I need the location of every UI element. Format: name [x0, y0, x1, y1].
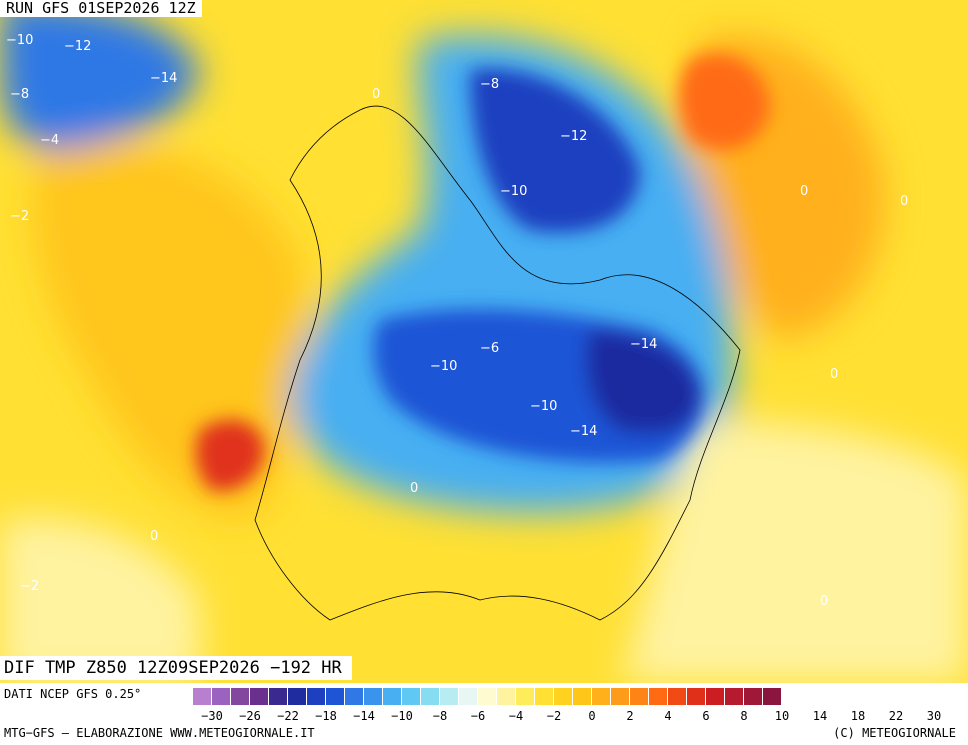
pale-field-east — [620, 420, 968, 683]
map-label: −8 — [480, 77, 499, 92]
map-label: −14 — [150, 71, 177, 86]
color-swatch — [668, 688, 687, 705]
map-label: −10 — [500, 184, 527, 199]
scale-tick-label: 22 — [888, 709, 904, 723]
map-label: −10 — [530, 399, 557, 414]
color-swatch — [326, 688, 345, 705]
scale-tick-label: −2 — [546, 709, 562, 723]
map-label: −8 — [10, 87, 29, 102]
scale-tick-label: −26 — [239, 709, 261, 723]
color-swatch — [288, 688, 307, 705]
scale-tick-label: 6 — [702, 709, 710, 723]
color-swatch — [193, 688, 212, 705]
scale-tick-label: 18 — [850, 709, 866, 723]
scale-tick-label: 4 — [664, 709, 672, 723]
color-swatch — [744, 688, 763, 705]
color-swatch — [535, 688, 554, 705]
scale-tick-label: 10 — [774, 709, 790, 723]
scale-tick-label: 0 — [588, 709, 596, 723]
scale-tick-label: −30 — [201, 709, 223, 723]
color-swatch — [269, 688, 288, 705]
map-label: −10 — [430, 359, 457, 374]
color-swatch — [497, 688, 516, 705]
color-swatch — [554, 688, 573, 705]
color-swatch — [421, 688, 440, 705]
color-swatch — [725, 688, 744, 705]
color-swatch — [440, 688, 459, 705]
color-swatch — [706, 688, 725, 705]
color-swatch — [649, 688, 668, 705]
color-swatch — [516, 688, 535, 705]
map-title: DIF TMP Z850 12Z09SEP2026 −192 HR — [0, 656, 352, 680]
footer-credit: MTG−GFS — ELABORAZIONE WWW.METEOGIORNALE… — [4, 726, 315, 740]
color-swatch — [345, 688, 364, 705]
anomaly-map: −10 −12 −8 −4 −2 −14 0 −8 −10 −12 −14 −1… — [0, 0, 968, 683]
color-swatch — [592, 688, 611, 705]
map-label: −12 — [64, 39, 91, 54]
scale-tick-label: −8 — [432, 709, 448, 723]
map-label: 0 — [800, 184, 808, 199]
color-swatch — [611, 688, 630, 705]
color-swatch — [687, 688, 706, 705]
color-swatch — [402, 688, 421, 705]
cold-core-east — [586, 330, 700, 434]
color-swatch — [383, 688, 402, 705]
map-label: −6 — [480, 341, 499, 356]
color-swatch — [763, 688, 782, 705]
color-swatch — [630, 688, 649, 705]
color-swatch — [212, 688, 231, 705]
map-label: 0 — [150, 529, 158, 544]
scale-tick-label: 2 — [626, 709, 634, 723]
map-label: 0 — [900, 194, 908, 209]
hot-core-west — [195, 419, 265, 491]
color-swatch — [478, 688, 497, 705]
color-swatch — [459, 688, 478, 705]
scale-tick-label: −18 — [315, 709, 337, 723]
scale-tick-label: −14 — [353, 709, 375, 723]
map-label: −12 — [560, 129, 587, 144]
color-swatch — [231, 688, 250, 705]
scale-tick-label: 8 — [740, 709, 748, 723]
run-label: RUN GFS 01SEP2026 12Z — [0, 0, 202, 17]
cold-core-north — [470, 68, 640, 233]
map-label: −2 — [20, 579, 39, 594]
scale-tick-label: −4 — [508, 709, 524, 723]
scale-tick-label: −6 — [470, 709, 486, 723]
color-swatch — [250, 688, 269, 705]
footer-copyright: (C) METEOGIORNALE — [833, 726, 956, 740]
color-swatch — [307, 688, 326, 705]
map-label: −2 — [10, 209, 29, 224]
cool-field-nw — [0, 0, 200, 150]
scale-tick-label: 30 — [926, 709, 942, 723]
scale-tick-label: −10 — [391, 709, 413, 723]
hot-core-greenland — [678, 53, 770, 151]
map-label: −4 — [40, 133, 59, 148]
pale-field-sw — [0, 518, 200, 683]
map-label: −10 — [6, 33, 33, 48]
scale-tick-label: 14 — [812, 709, 828, 723]
color-swatch — [364, 688, 383, 705]
map-label: −14 — [630, 337, 657, 352]
map-label: −14 — [570, 424, 597, 439]
source-label: DATI NCEP GFS 0.25° — [4, 687, 142, 701]
map-label: 0 — [410, 481, 418, 496]
color-scale-bar — [193, 688, 782, 705]
map-label: 0 — [820, 594, 828, 609]
color-swatch — [573, 688, 592, 705]
map-label: 0 — [372, 87, 380, 102]
map-label: 0 — [830, 367, 838, 382]
scale-tick-label: −22 — [277, 709, 299, 723]
coastline-outline — [254, 105, 741, 621]
